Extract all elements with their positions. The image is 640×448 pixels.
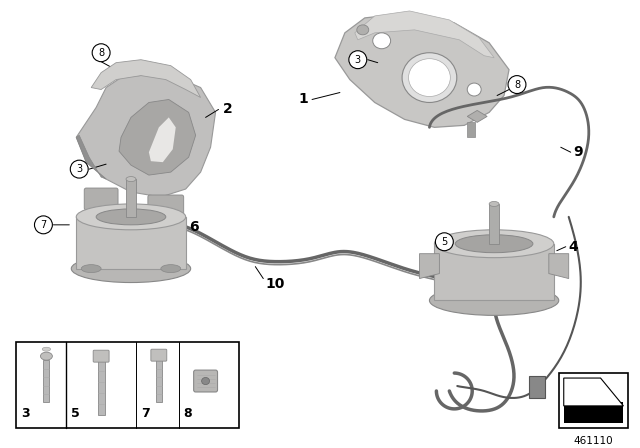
Polygon shape <box>435 244 554 301</box>
Text: 5: 5 <box>441 237 447 247</box>
Ellipse shape <box>96 209 166 225</box>
Circle shape <box>435 233 453 251</box>
Ellipse shape <box>489 202 499 207</box>
Text: 7: 7 <box>141 407 150 420</box>
Ellipse shape <box>408 59 451 96</box>
Text: 7: 7 <box>40 220 47 230</box>
Ellipse shape <box>202 378 209 385</box>
FancyBboxPatch shape <box>151 349 167 361</box>
Polygon shape <box>467 110 487 122</box>
Text: 10: 10 <box>266 276 285 291</box>
Bar <box>529 376 545 398</box>
Text: 9: 9 <box>573 145 583 159</box>
Text: 4: 4 <box>569 240 579 254</box>
Polygon shape <box>119 99 196 175</box>
Circle shape <box>92 44 110 62</box>
Polygon shape <box>549 254 569 279</box>
Text: 1: 1 <box>298 92 308 107</box>
Bar <box>196 371 214 391</box>
Circle shape <box>349 51 367 69</box>
Text: 6: 6 <box>189 220 198 234</box>
FancyBboxPatch shape <box>148 195 184 215</box>
Polygon shape <box>355 11 494 58</box>
Bar <box>559 373 628 428</box>
Text: 3: 3 <box>355 55 361 65</box>
Text: 3: 3 <box>22 407 30 420</box>
Bar <box>467 122 475 137</box>
Ellipse shape <box>357 25 369 35</box>
FancyBboxPatch shape <box>93 350 109 362</box>
Polygon shape <box>76 73 216 197</box>
Ellipse shape <box>81 265 101 272</box>
Ellipse shape <box>42 347 51 351</box>
Polygon shape <box>76 217 186 269</box>
Ellipse shape <box>71 254 191 283</box>
Polygon shape <box>419 254 440 279</box>
Text: 5: 5 <box>71 407 80 420</box>
Ellipse shape <box>76 204 186 230</box>
Ellipse shape <box>126 177 136 181</box>
Text: 461110: 461110 <box>574 436 613 446</box>
Polygon shape <box>335 13 509 127</box>
Ellipse shape <box>40 352 52 360</box>
Bar <box>15 342 239 428</box>
Polygon shape <box>149 117 176 162</box>
Ellipse shape <box>402 53 457 103</box>
Polygon shape <box>91 60 200 98</box>
FancyBboxPatch shape <box>84 188 118 210</box>
Text: 3: 3 <box>76 164 83 174</box>
Text: 8: 8 <box>184 407 193 420</box>
Ellipse shape <box>455 235 533 253</box>
Ellipse shape <box>372 33 390 49</box>
Bar <box>126 179 136 217</box>
Circle shape <box>508 76 526 94</box>
Bar <box>98 360 105 415</box>
Ellipse shape <box>435 230 554 258</box>
Circle shape <box>35 216 52 234</box>
Ellipse shape <box>467 83 481 96</box>
Ellipse shape <box>429 285 559 315</box>
Ellipse shape <box>161 265 180 272</box>
Text: 8: 8 <box>514 80 520 90</box>
Text: 8: 8 <box>98 48 104 58</box>
Bar <box>156 360 162 402</box>
Bar <box>489 204 499 244</box>
Polygon shape <box>76 135 106 179</box>
Bar <box>44 360 49 402</box>
Circle shape <box>70 160 88 178</box>
Bar <box>564 402 623 423</box>
Text: 2: 2 <box>223 103 232 116</box>
FancyBboxPatch shape <box>194 370 218 392</box>
Polygon shape <box>564 378 623 406</box>
